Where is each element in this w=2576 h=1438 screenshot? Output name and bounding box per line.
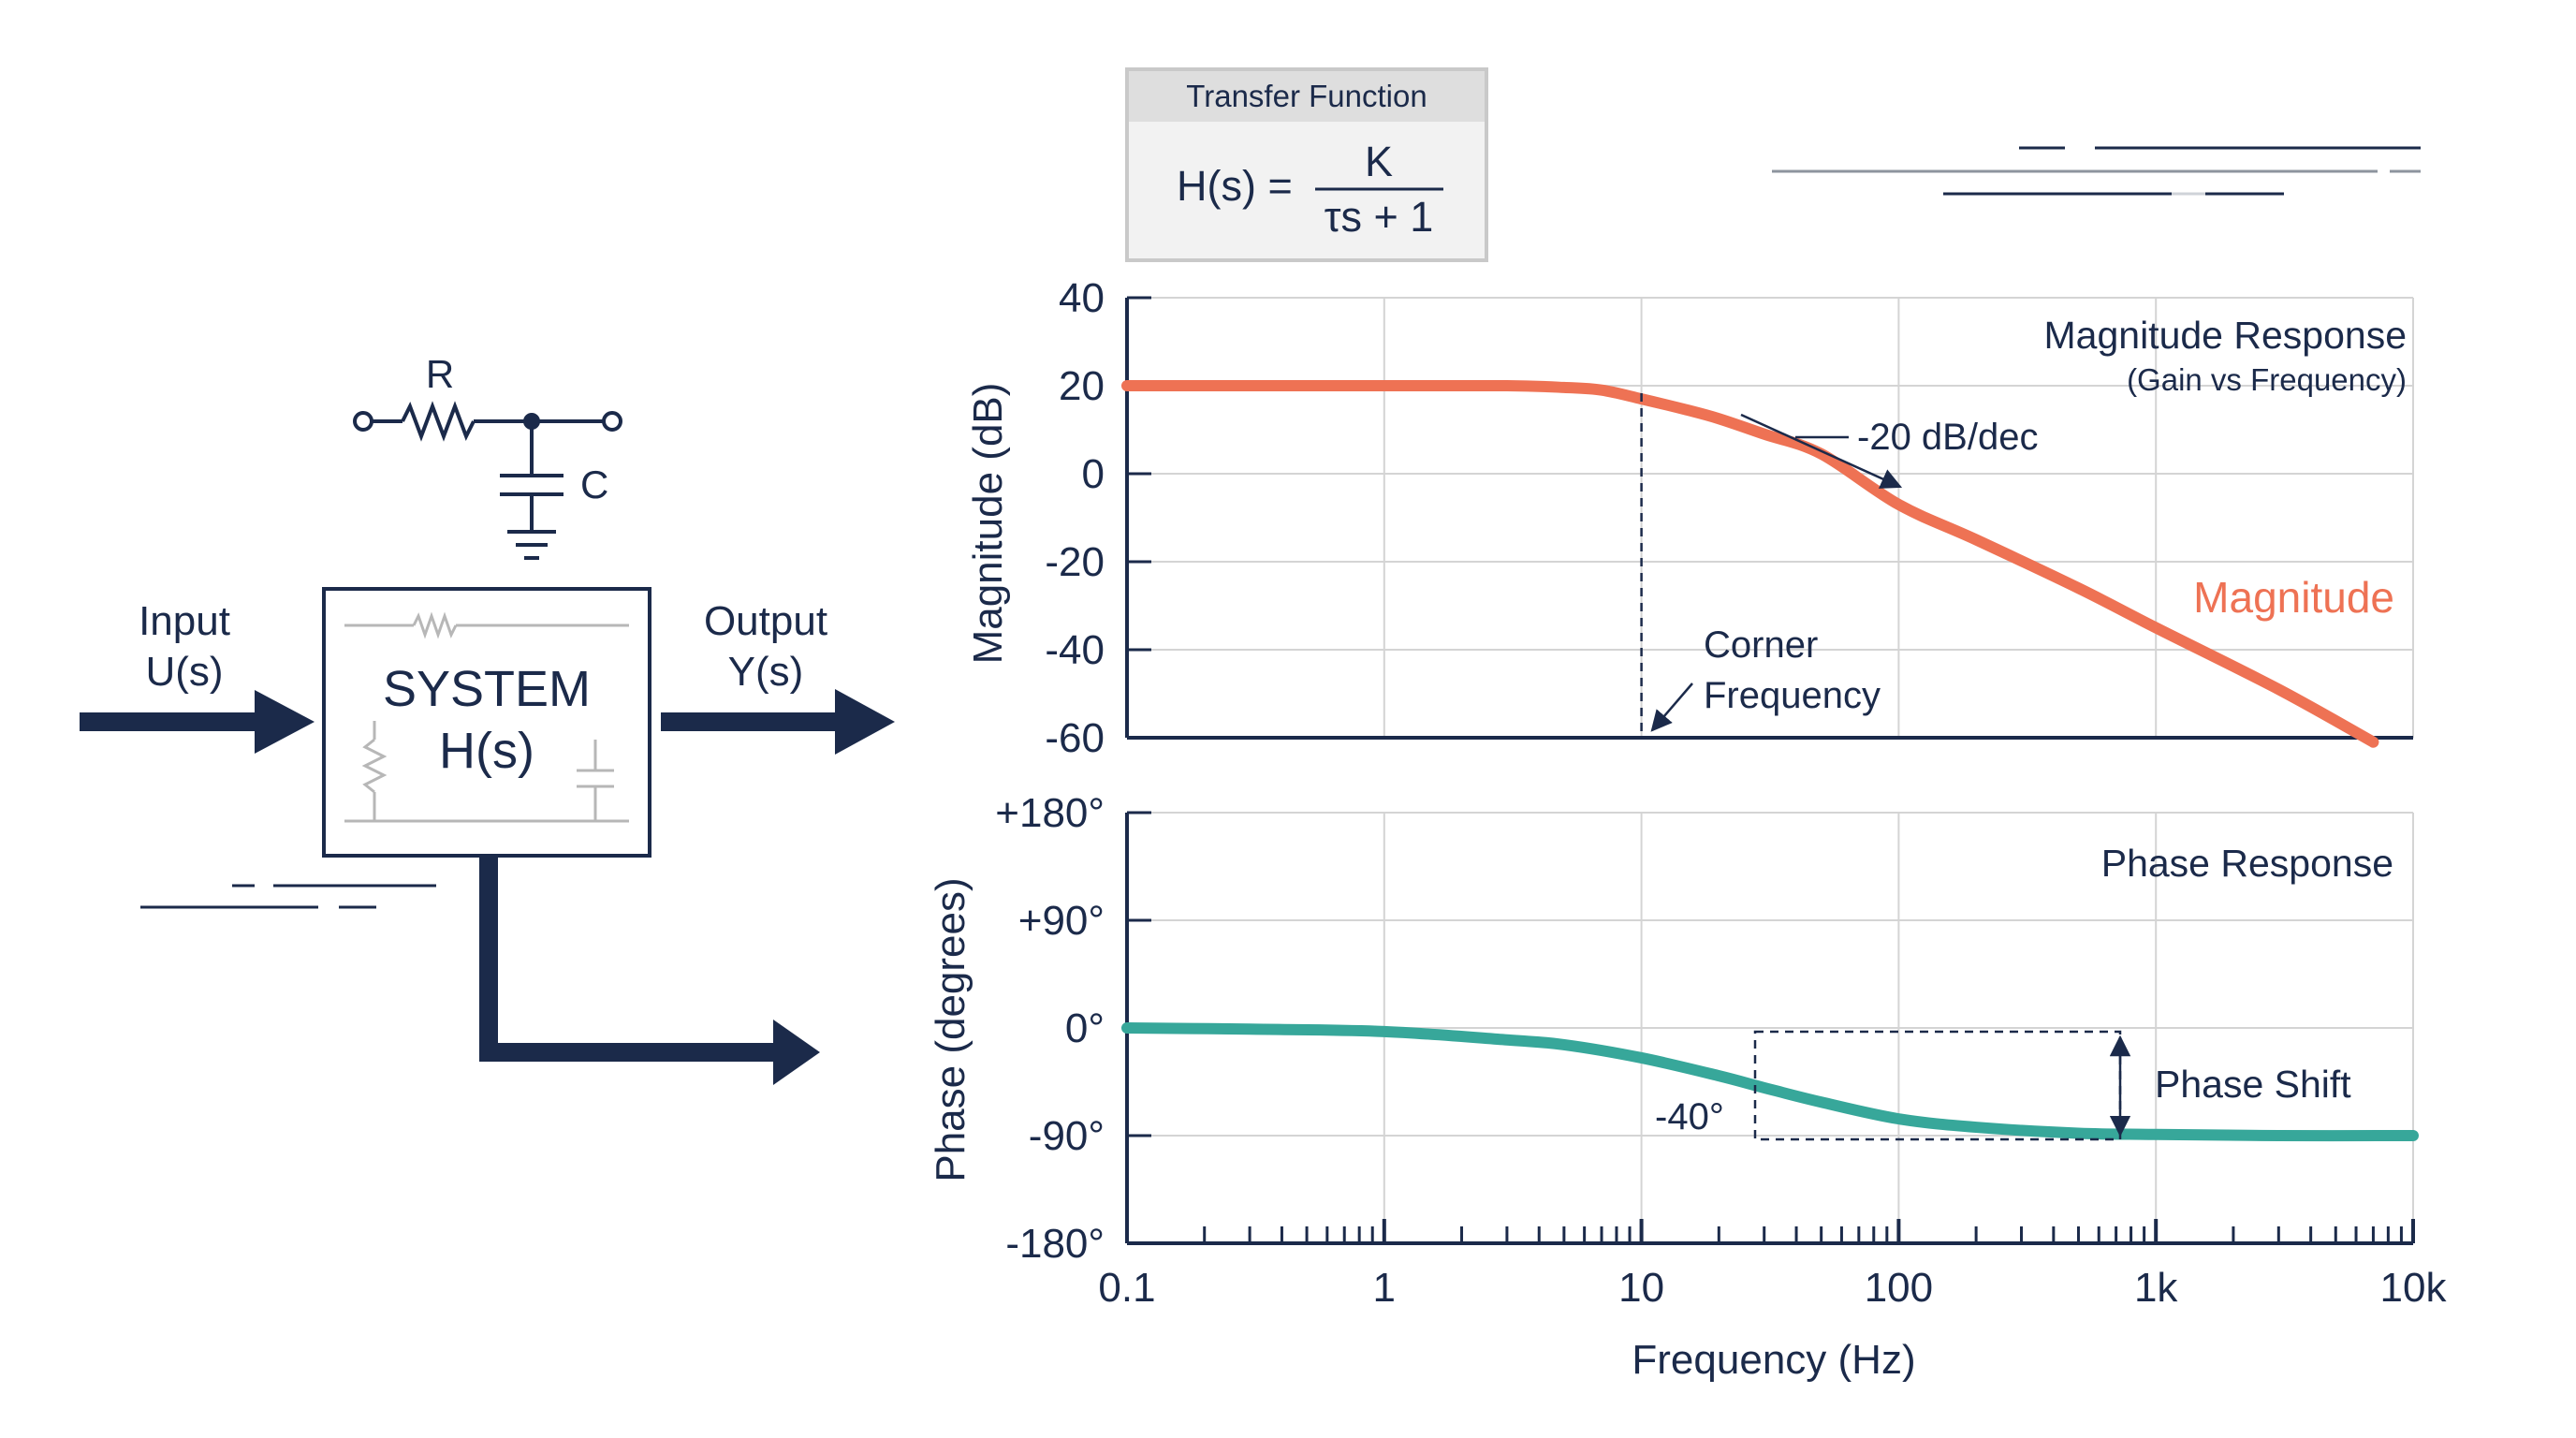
- transfer-function-lhs: H(s) =: [1177, 162, 1293, 210]
- decorative-dashes-left: [140, 884, 436, 909]
- magnitude-ylabel: Magnitude (dB): [965, 383, 1011, 665]
- x-tick-label: 10: [1618, 1265, 1664, 1311]
- magnitude-annotations: -20 dB/dec Corner Frequency: [1640, 393, 2038, 738]
- phase-line: [1121, 1022, 2419, 1142]
- phase-shift-box: [1753, 1030, 2122, 1141]
- output-arrow: [661, 689, 895, 755]
- phase-y-ticks: +180° +90° 0° -90° -180°: [995, 790, 1151, 1267]
- transfer-function-numerator: K: [1365, 138, 1393, 185]
- decorative-lines-top-right: [1772, 146, 2421, 196]
- magnitude-series: [1121, 379, 2379, 748]
- resistor-symbol: [401, 401, 476, 442]
- y-tick-label: +180°: [995, 790, 1105, 836]
- y-tick-label: 0: [1082, 451, 1105, 497]
- corner-frequency-pointer: [1650, 682, 1693, 732]
- y-tick-label: -40: [1045, 627, 1105, 673]
- y-tick-label: 0°: [1065, 1005, 1105, 1051]
- frequency-xlabel: Frequency (Hz): [1632, 1337, 1915, 1383]
- y-tick-label: -20: [1045, 539, 1105, 585]
- frequency-minor-ticks: [1203, 1226, 2403, 1243]
- magnitude-series-label: Magnitude: [2193, 573, 2394, 622]
- rc-input-terminal: [353, 411, 373, 432]
- magnitude-title: Magnitude Response: [2044, 314, 2407, 357]
- x-tick-label: 100: [1865, 1265, 1933, 1311]
- x-tick-label: 10k: [2380, 1265, 2448, 1311]
- transfer-function-denominator: τs + 1: [1325, 193, 1434, 241]
- magnitude-line: [1121, 379, 2379, 748]
- x-tick-label: 1k: [2134, 1265, 2178, 1311]
- system-block-internal-circuit: [344, 611, 629, 823]
- transfer-function-header: [1129, 71, 1485, 122]
- phase-ylabel: Phase (degrees): [928, 877, 973, 1181]
- transfer-function-title: Transfer Function: [1186, 79, 1427, 113]
- output-label: Output: [704, 598, 827, 644]
- resistor-label: R: [426, 352, 454, 396]
- corner-frequency-label-2: Frequency: [1704, 675, 1881, 716]
- phase-chart: +180° +90° 0° -90° -180° 0.1 1 10 100 1k 10k -40°…: [928, 790, 2447, 1383]
- transfer-function-panel: Transfer Function H(s) = K τs + 1: [1125, 67, 1488, 262]
- phase-angle-annotation: -40°: [1655, 1096, 1724, 1137]
- magnitude-chart: 40 20 0 -20 -40 -60 -20 dB/dec Corner Frequen…: [965, 275, 2414, 761]
- magnitude-y-ticks: 40 20 0 -20 -40 -60: [1045, 275, 1151, 761]
- input-arrow: [80, 690, 315, 754]
- y-tick-label: -90°: [1029, 1113, 1105, 1159]
- y-tick-label: +90°: [1018, 898, 1105, 944]
- phase-series: [1121, 1022, 2419, 1142]
- rc-output-terminal: [602, 411, 622, 432]
- frequency-x-ticks: 0.1 1 10 100 1k 10k: [1098, 1219, 2447, 1311]
- slope-annotation: -20 dB/dec: [1857, 417, 2038, 458]
- block-diagram: R C Input U(s) SYSTEM H(s): [80, 352, 895, 1085]
- phase-annotations: -40° Phase Shift: [1655, 1030, 2351, 1141]
- slope-pointer-line: [1740, 413, 1903, 489]
- y-tick-label: -60: [1045, 715, 1105, 761]
- system-tf-label: H(s): [439, 723, 534, 779]
- rc-circuit: [353, 401, 622, 560]
- output-signal-label: Y(s): [728, 649, 804, 695]
- y-tick-label: 20: [1059, 363, 1105, 409]
- input-signal-label: U(s): [145, 649, 223, 695]
- capacitor-label: C: [580, 462, 608, 506]
- magnitude-axes: [1125, 298, 2413, 740]
- system-label: SYSTEM: [383, 661, 591, 717]
- y-tick-label: -180°: [1005, 1221, 1105, 1267]
- x-tick-label: 0.1: [1098, 1265, 1155, 1311]
- phase-shift-label: Phase Shift: [2155, 1063, 2351, 1106]
- corner-frequency-label-1: Corner: [1704, 624, 1818, 666]
- y-tick-label: 40: [1059, 275, 1105, 321]
- input-label: Input: [139, 598, 230, 644]
- magnitude-subtitle: (Gain vs Frequency): [2127, 362, 2407, 397]
- phase-title: Phase Response: [2101, 842, 2393, 885]
- x-tick-label: 1: [1373, 1265, 1396, 1311]
- branch-arrow: [479, 856, 820, 1085]
